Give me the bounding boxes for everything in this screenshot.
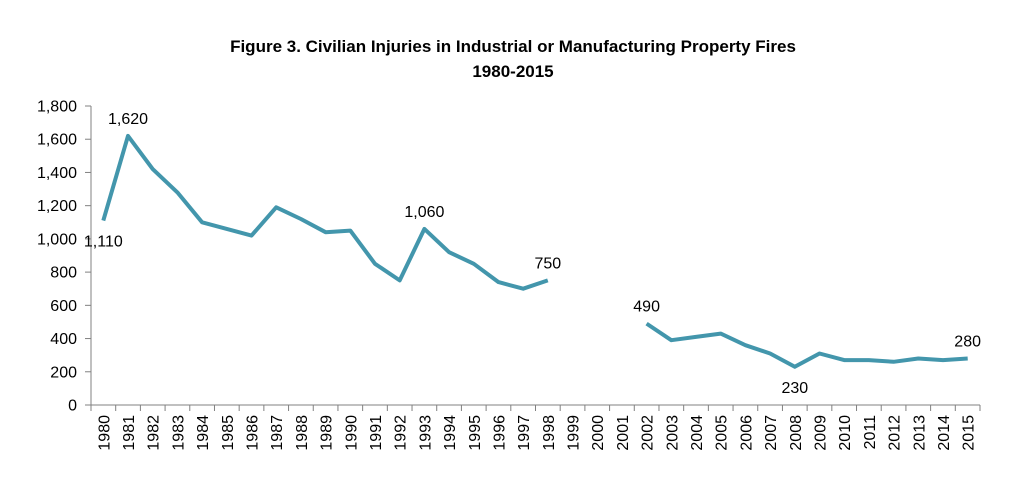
data-label: 280 xyxy=(954,333,981,350)
x-tick-label: 1998 xyxy=(541,415,558,451)
y-tick-label: 1,400 xyxy=(37,165,77,182)
x-tick-label: 2004 xyxy=(689,415,706,451)
x-tick-label: 1995 xyxy=(467,415,484,451)
data-label: 1,110 xyxy=(84,234,123,251)
y-tick-label: 0 xyxy=(68,398,77,415)
data-label: 1,060 xyxy=(404,204,444,221)
series-lines xyxy=(101,133,968,369)
x-tick-label: 2010 xyxy=(837,415,854,451)
x-tick-label: 1989 xyxy=(319,415,336,451)
y-tick-label: 600 xyxy=(50,298,77,315)
x-axis-ticks: 1980 1981 1982 1983 1984 1985 1986 1987 1988 1989… xyxy=(90,405,981,451)
data-labels: 1,110 1,620 1,060 750 490 230 280 xyxy=(84,111,981,397)
x-tick-label: 2013 xyxy=(911,415,928,451)
y-tick-label: 400 xyxy=(50,331,77,348)
x-tick-label: 1982 xyxy=(146,415,163,451)
x-tick-label: 2000 xyxy=(590,415,607,451)
x-tick-label: 1981 xyxy=(121,415,138,451)
y-tick-label: 800 xyxy=(50,265,77,282)
x-tick-label: 2014 xyxy=(936,415,953,451)
x-tick-label: 1988 xyxy=(294,415,311,451)
data-label: 1,620 xyxy=(108,111,148,128)
y-tick-label: 1,200 xyxy=(37,198,77,215)
x-tick-label: 1984 xyxy=(195,415,212,451)
y-tick-label: 1,800 xyxy=(37,99,77,116)
x-tick-label: 1999 xyxy=(566,415,583,451)
data-label: 490 xyxy=(633,299,660,316)
x-tick-label: 1993 xyxy=(417,415,434,451)
series-line xyxy=(101,133,549,291)
x-tick-label: 2012 xyxy=(887,415,904,451)
x-tick-label: 1990 xyxy=(343,415,360,451)
x-tick-label: 1980 xyxy=(96,415,113,451)
chart-subtitle: 1980-2015 xyxy=(472,62,553,81)
series-line xyxy=(645,321,968,369)
x-tick-label: 2001 xyxy=(615,415,632,451)
x-tick-label: 1983 xyxy=(170,415,187,451)
x-tick-label: 1994 xyxy=(442,415,459,451)
x-tick-label: 2006 xyxy=(738,415,755,451)
x-tick-label: 2007 xyxy=(763,415,780,451)
x-tick-label: 1996 xyxy=(491,415,508,451)
x-tick-label: 1997 xyxy=(516,415,533,451)
x-tick-label: 1986 xyxy=(245,415,262,451)
x-tick-label: 2005 xyxy=(714,415,731,451)
x-tick-label: 2009 xyxy=(812,415,829,451)
x-tick-label: 1987 xyxy=(269,415,286,451)
x-tick-label: 2011 xyxy=(862,415,879,450)
x-tick-label: 1992 xyxy=(393,415,410,451)
y-tick-label: 1,600 xyxy=(37,132,77,149)
x-tick-label: 1985 xyxy=(220,415,237,451)
x-tick-label: 1991 xyxy=(368,415,385,451)
y-tick-label: 1,000 xyxy=(37,231,77,248)
data-label: 230 xyxy=(781,380,808,397)
x-tick-label: 2003 xyxy=(664,415,681,451)
data-label: 750 xyxy=(534,255,561,272)
x-tick-label: 2002 xyxy=(640,415,657,451)
y-axis-ticks: 0 200 400 600 800 1,000 1,200 1,400 1,600 1,800 xyxy=(37,99,91,415)
chart-title: Figure 3. Civilian Injuries in Industria… xyxy=(230,37,796,56)
x-tick-label: 2008 xyxy=(788,415,805,451)
x-tick-label: 2015 xyxy=(961,415,978,451)
y-tick-label: 200 xyxy=(50,364,77,381)
